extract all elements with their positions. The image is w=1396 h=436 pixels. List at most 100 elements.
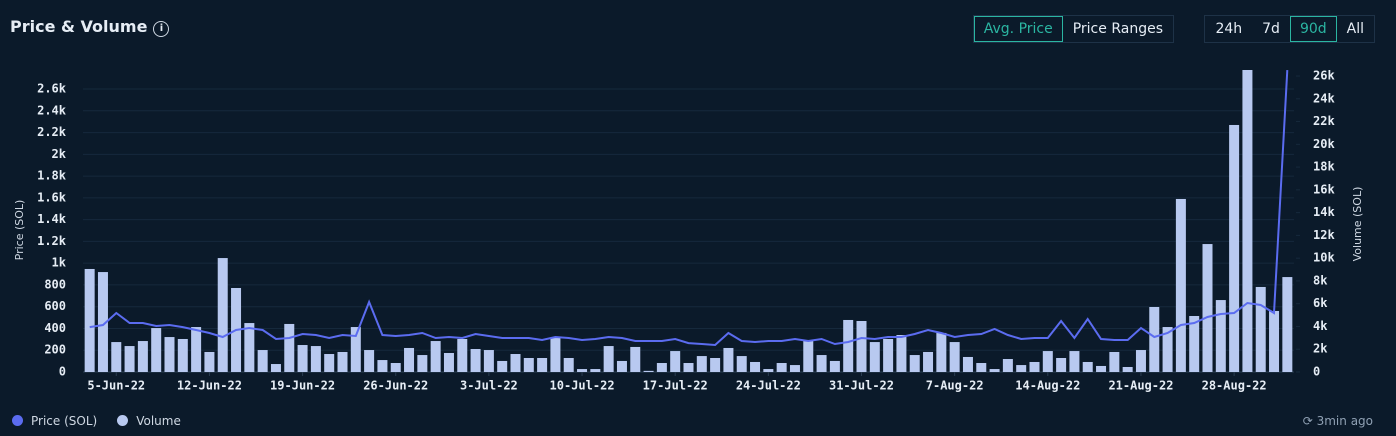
volume-bar xyxy=(723,347,734,372)
x-tick-label: 14-Aug-22 xyxy=(1015,379,1080,393)
y-tick-label: 2.6k xyxy=(37,82,67,96)
volume-bar xyxy=(417,355,428,372)
volume-bar xyxy=(616,360,627,372)
volume-bar xyxy=(763,369,774,372)
legend-item[interactable]: Price (SOL) xyxy=(12,414,97,428)
volume-bar xyxy=(577,369,588,372)
volume-bar xyxy=(1162,327,1173,372)
volume-bar xyxy=(137,341,148,372)
y2-axis-label: Volume (SOL) xyxy=(1351,187,1364,262)
y2-tick-label: 2k xyxy=(1313,342,1328,356)
x-tick-label: 7-Aug-22 xyxy=(926,379,984,393)
volume-bar xyxy=(590,369,601,372)
volume-bar xyxy=(97,272,108,372)
volume-bar xyxy=(909,355,920,372)
y2-tick-label: 8k xyxy=(1313,273,1328,287)
y-tick-label: 0 xyxy=(59,365,66,379)
y2-tick-label: 20k xyxy=(1313,137,1335,151)
toggle-button[interactable]: All xyxy=(1346,21,1364,37)
volume-bar xyxy=(670,351,681,372)
x-tick-label: 26-Jun-22 xyxy=(363,379,428,393)
volume-bar xyxy=(1002,359,1013,372)
y-tick-label: 400 xyxy=(44,321,66,335)
x-tick-label: 12-Jun-22 xyxy=(177,379,242,393)
volume-bar xyxy=(563,357,574,372)
volume-bar xyxy=(1096,365,1107,372)
volume-bar xyxy=(776,363,787,372)
volume-bar xyxy=(1122,366,1133,372)
volume-bar xyxy=(537,357,548,372)
updated: ⟳ 3min ago xyxy=(1302,414,1373,428)
volume-bar xyxy=(124,346,135,372)
y-tick-label: 600 xyxy=(44,299,66,313)
volume-bar xyxy=(457,338,468,372)
y2-tick-label: 10k xyxy=(1313,251,1335,265)
volume-bar xyxy=(324,354,335,372)
volume-bar xyxy=(1215,300,1226,372)
volume-bar xyxy=(270,364,281,372)
x-tick-label: 24-Jul-22 xyxy=(736,379,801,393)
toggle-button[interactable]: Avg. Price xyxy=(973,16,1063,42)
y-tick-label: 1k xyxy=(52,256,67,270)
volume-bar xyxy=(1056,357,1067,372)
volume-bar xyxy=(1109,351,1120,372)
info-icon[interactable]: i xyxy=(153,21,170,37)
metric-buttons: Avg. Price Price Ranges xyxy=(972,15,1174,43)
x-tick-label: 5-Jun-22 xyxy=(87,379,145,393)
volume-bar xyxy=(816,355,827,372)
volume-bar xyxy=(789,365,800,372)
volume-bar xyxy=(523,357,534,372)
y2-tick-label: 14k xyxy=(1313,205,1335,219)
x-tick-label: 21-Aug-22 xyxy=(1108,379,1173,393)
legend-item[interactable]: Volume xyxy=(117,414,181,428)
volume-bar xyxy=(164,337,175,372)
volume-bar xyxy=(1255,286,1266,372)
volume-bar xyxy=(1082,361,1093,372)
legend-swatch xyxy=(117,415,129,426)
y-tick-label: 2.4k xyxy=(37,103,67,117)
volume-bar xyxy=(284,323,295,372)
volume-bar xyxy=(257,350,268,372)
toggle-button[interactable]: 7d xyxy=(1262,21,1280,37)
toggle-button[interactable]: 24h xyxy=(1215,21,1243,37)
volume-bar xyxy=(1149,307,1160,372)
volume-bar xyxy=(204,351,215,372)
volume-bar xyxy=(1069,351,1080,372)
y-tick-label: 800 xyxy=(44,277,66,291)
y-axis-label: Price (SOL) xyxy=(13,200,26,261)
x-tick-label: 3-Jul-22 xyxy=(460,379,518,393)
y2-tick-label: 24k xyxy=(1313,91,1335,105)
updated-text: 3min ago xyxy=(1316,414,1373,428)
toggle-button[interactable]: Price Ranges xyxy=(1072,21,1163,37)
toggle-button[interactable]: 90d xyxy=(1289,16,1337,42)
volume-bar xyxy=(656,363,667,372)
volume-bar xyxy=(869,342,880,372)
volume-bar xyxy=(1029,361,1040,372)
y-tick-label: 1.4k xyxy=(37,212,67,226)
volume-bar xyxy=(710,357,721,372)
legend: Price (SOL) Volume xyxy=(12,414,181,428)
price-line xyxy=(89,70,1289,347)
volume-bar xyxy=(1202,244,1213,372)
volume-bar xyxy=(337,351,348,372)
y2-tick-label: 26k xyxy=(1313,69,1335,83)
range-buttons: 24h 7d 90d All xyxy=(1204,15,1375,43)
volume-bar xyxy=(470,349,481,372)
volume-bar xyxy=(803,340,814,372)
volume-bar xyxy=(244,323,255,372)
volume-bar xyxy=(976,363,987,372)
volume-bar xyxy=(856,321,867,372)
grid xyxy=(83,88,1294,373)
volume-bar xyxy=(936,332,947,372)
volume-bar xyxy=(1042,351,1053,372)
y2-tick-label: 6k xyxy=(1313,296,1328,310)
legend-swatch xyxy=(12,415,23,426)
volume-bar xyxy=(949,342,960,372)
volume-bar xyxy=(497,360,508,372)
volume-bar xyxy=(883,338,894,372)
volume-bar xyxy=(962,356,973,372)
volume-bar xyxy=(217,258,228,372)
volume-bar xyxy=(683,363,694,372)
volume-bar xyxy=(430,341,441,372)
